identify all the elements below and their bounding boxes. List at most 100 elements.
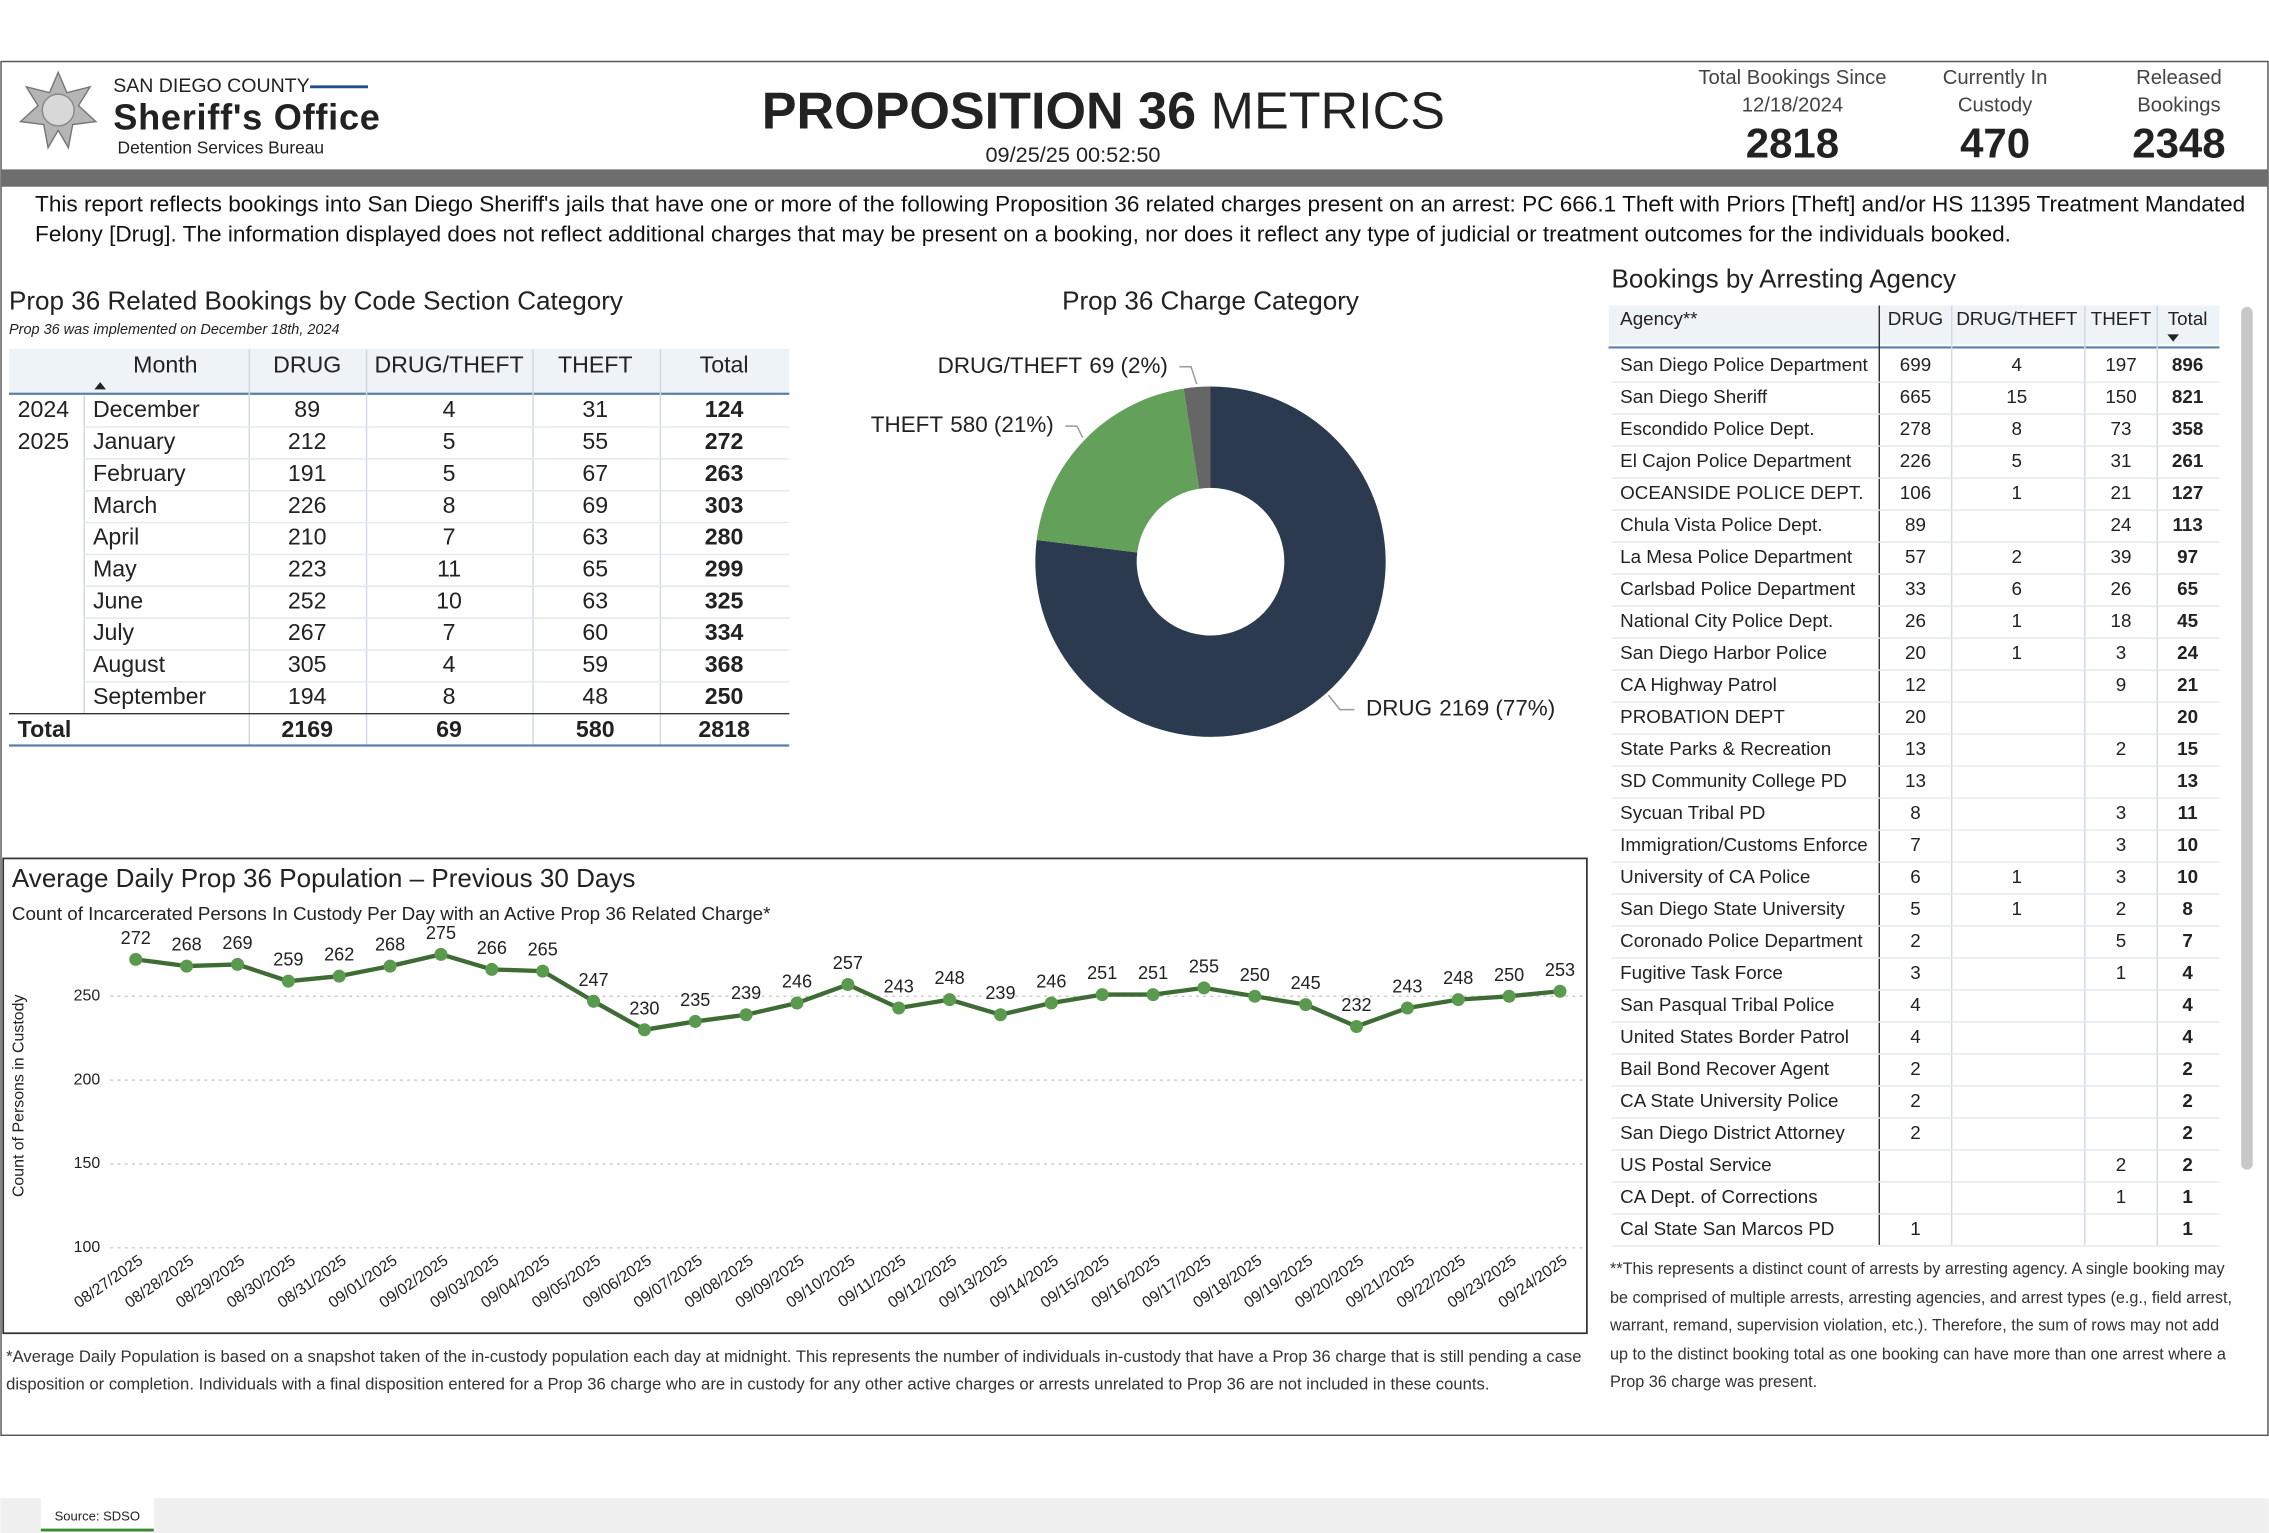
month-cell: December: [93, 396, 200, 422]
kpi-value: 470: [1960, 119, 2030, 166]
data-label: 243: [1392, 977, 1422, 997]
data-label: 265: [528, 940, 558, 960]
data-label: 250: [1240, 965, 1270, 985]
value-cell: 299: [705, 555, 744, 581]
sort-arrow: [2167, 334, 2179, 342]
agency-value-cell: 8: [1910, 802, 1920, 823]
agency-cell: CA Dept. of Corrections: [1620, 1186, 1817, 1207]
column-header: DRUG/THEFT: [374, 351, 523, 377]
agency-value-cell: 4: [1910, 994, 1920, 1015]
agency-value-cell: 127: [2172, 482, 2203, 503]
year-cell: 2024: [18, 396, 70, 422]
agency-value-cell: 15: [2177, 738, 2198, 759]
agency-value-cell: 11: [2178, 802, 2198, 823]
value-cell: 55: [582, 428, 608, 454]
value-cell: 5: [443, 428, 456, 454]
agency-cell: CA State University Police: [1620, 1090, 1838, 1111]
y-tick-label: 250: [74, 987, 101, 1004]
agency-value-cell: 4: [2182, 1026, 2193, 1047]
value-cell: 263: [705, 460, 744, 486]
kpi-value: 2818: [1746, 119, 1839, 166]
value-cell: 223: [288, 555, 327, 581]
line-title: Average Daily Prop 36 Population – Previ…: [12, 863, 636, 893]
value-cell: 212: [288, 428, 327, 454]
agency-cell: Sycuan Tribal PD: [1620, 802, 1765, 823]
agency-cell: SD Community College PD: [1620, 770, 1847, 791]
total-cell: 2818: [698, 716, 750, 742]
pie-label-category: DRUG: [1366, 696, 1432, 721]
agency-value-cell: 1: [2012, 898, 2022, 919]
agency-value-cell: 2: [2182, 1058, 2192, 1079]
agency-value-cell: 2: [1910, 930, 1920, 951]
month-cell: March: [93, 492, 157, 518]
y-tick-label: 150: [74, 1155, 101, 1172]
agency-value-cell: 1: [2182, 1218, 2192, 1239]
tab[interactable]: [40, 1498, 154, 1533]
agency-column-header: Total: [2168, 308, 2208, 329]
kpi-label: Released Bookings: [2136, 65, 2222, 116]
value-cell: 59: [582, 651, 608, 677]
agency-value-cell: 2: [2182, 1122, 2192, 1143]
data-label: 246: [1036, 971, 1066, 991]
agency-value-cell: 20: [2177, 706, 2198, 727]
report-title: PROPOSITION 36 METRICS: [762, 82, 1445, 140]
month-cell: April: [93, 524, 139, 550]
data-label: 247: [578, 970, 608, 990]
month-cell: January: [93, 428, 176, 454]
line-marker: [1553, 984, 1567, 998]
value-cell: 210: [288, 524, 327, 550]
agency-value-cell: 665: [1900, 386, 1931, 407]
agency-cell: University of CA Police: [1620, 866, 1810, 887]
agency-value-cell: 73: [2111, 418, 2132, 439]
data-label: 257: [833, 953, 863, 973]
data-label: 248: [935, 968, 965, 988]
value-cell: 63: [582, 524, 608, 550]
value-cell: 325: [705, 587, 744, 613]
value-cell: 69: [582, 492, 608, 518]
table-title: Prop 36 Related Bookings by Code Section…: [9, 285, 623, 315]
agency-value-cell: 10: [2177, 834, 2198, 855]
agency-value-cell: 2: [2182, 1154, 2192, 1175]
agency-value-cell: 1: [2012, 482, 2022, 503]
line-marker: [230, 957, 245, 971]
line-marker: [281, 974, 295, 988]
y-axis-label: Count of Persons in Custody: [10, 995, 27, 1198]
agency-value-cell: 3: [2116, 642, 2126, 663]
agency-value-cell: 1: [2012, 866, 2022, 887]
agency-value-cell: 896: [2172, 354, 2203, 375]
value-cell: 10: [436, 587, 462, 613]
timestamp: 09/25/25 00:52:50: [985, 142, 1160, 167]
agency-value-cell: 261: [2172, 450, 2203, 471]
sort-arrow: [94, 382, 106, 390]
total-cell: 69: [436, 716, 462, 742]
line-marker: [1299, 998, 1313, 1012]
value-cell: 267: [288, 619, 327, 645]
agency-header-bg: [1608, 305, 2220, 345]
agency-value-cell: 39: [2111, 546, 2132, 567]
agency-cell: San Diego Sheriff: [1620, 386, 1768, 407]
month-cell: August: [93, 651, 166, 677]
data-label: 275: [426, 923, 456, 943]
data-label: 266: [477, 938, 507, 958]
agency-value-cell: 150: [2105, 386, 2136, 407]
agency-cell: San Pasqual Tribal Police: [1620, 994, 1834, 1015]
value-cell: 305: [288, 651, 327, 677]
line-marker: [993, 1008, 1007, 1022]
description-box: This report reflects bookings into San D…: [35, 193, 2245, 248]
month-cell: February: [93, 460, 186, 486]
line-marker: [1095, 988, 1109, 1002]
agency-cell: PROBATION DEPT: [1620, 706, 1785, 727]
agency-value-cell: 20: [1905, 706, 1926, 727]
agency-cell: National City Police Dept.: [1620, 610, 1833, 631]
agency-value-cell: 5: [2116, 930, 2126, 951]
value-cell: 8: [443, 683, 456, 709]
month-cell: May: [93, 555, 137, 581]
agency-value-cell: 6: [2012, 578, 2022, 599]
agency-cell: San Diego Harbor Police: [1620, 642, 1827, 663]
month-cell: June: [93, 587, 143, 613]
agency-value-cell: 113: [2172, 514, 2202, 535]
agency-value-cell: 197: [2105, 354, 2136, 375]
agency-cell: Chula Vista Police Dept.: [1620, 514, 1822, 535]
line-footnote-box: *Average Daily Population is based on a …: [6, 1349, 1581, 1394]
